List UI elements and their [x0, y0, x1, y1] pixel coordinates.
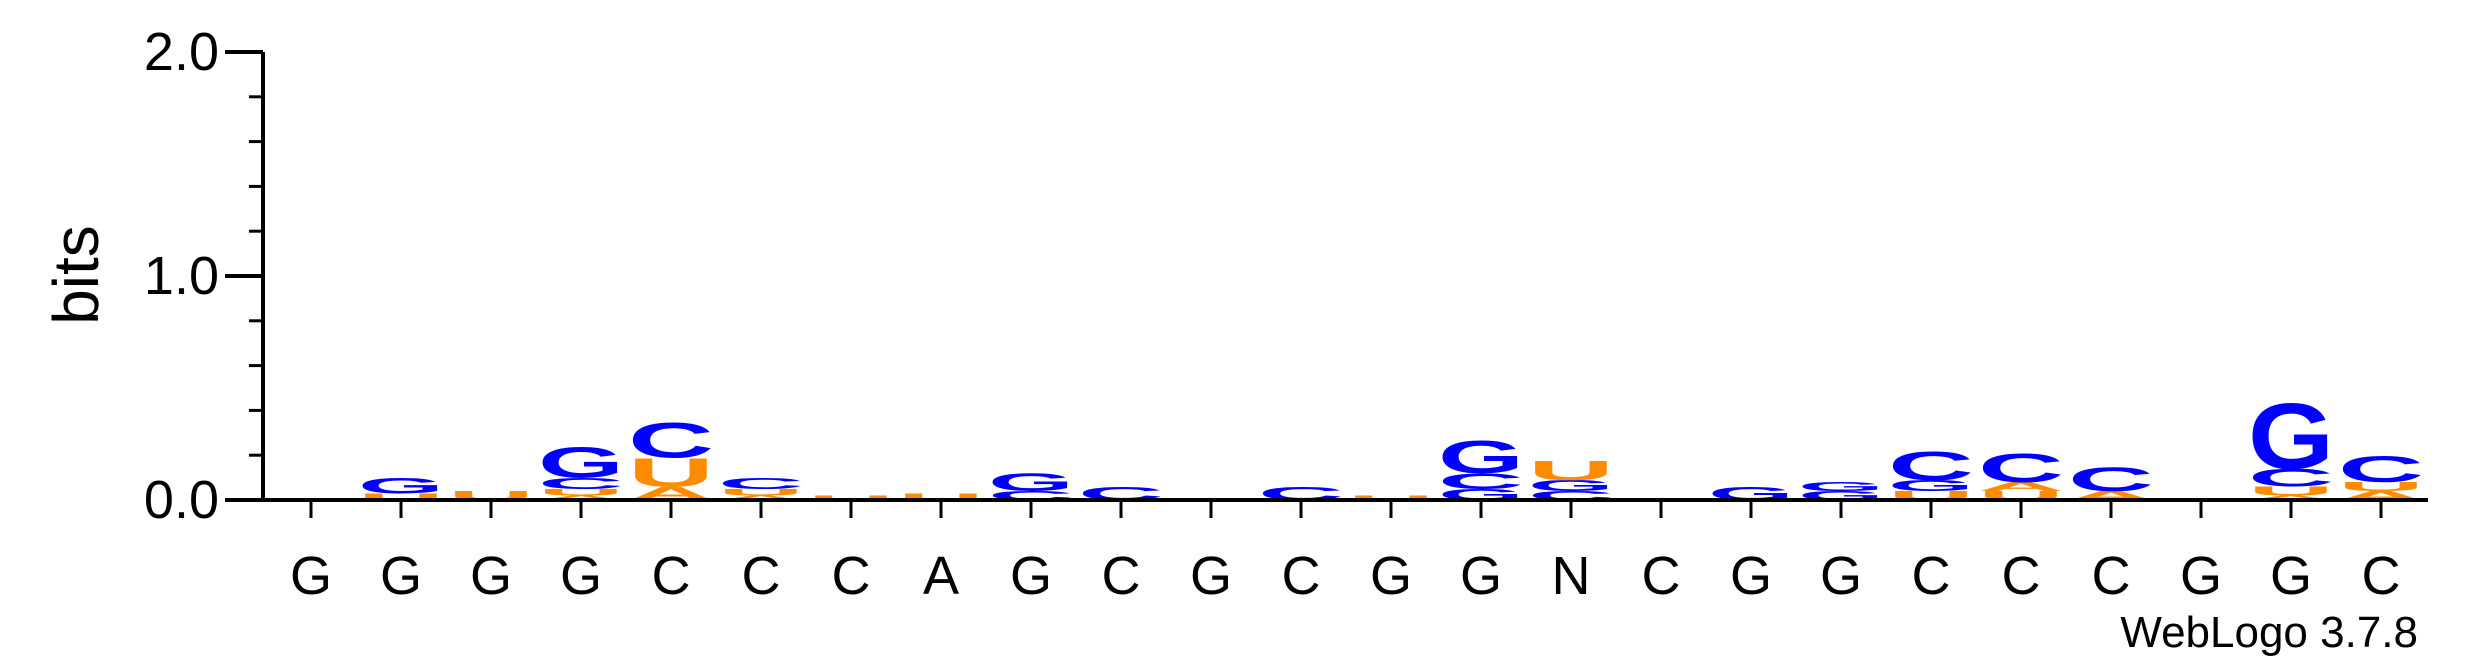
- x-tick-label: G: [1010, 546, 1052, 606]
- logo-letter-G: G: [988, 468, 1074, 496]
- logo-letter-A: A: [718, 494, 804, 501]
- x-tick-label: C: [1642, 546, 1681, 606]
- svg-text:G: G: [1528, 477, 1614, 494]
- logo-letter-A: A: [538, 494, 624, 501]
- x-tick-label: G: [560, 546, 602, 606]
- x-tick-label: G: [2180, 546, 2222, 606]
- x-tick-label: C: [1282, 546, 1321, 606]
- svg-text:U: U: [2248, 484, 2334, 498]
- x-tick-label: A: [923, 546, 959, 606]
- x-tick-label: C: [2362, 546, 2401, 606]
- svg-text:C: C: [1888, 443, 1974, 488]
- svg-text:G: G: [538, 438, 624, 487]
- logo-letter-G: G: [1798, 480, 1884, 494]
- logo-letter-C: C: [1438, 469, 1524, 493]
- svg-text:A: A: [538, 494, 624, 501]
- x-tick-label: G: [1820, 546, 1862, 606]
- svg-text:C: C: [718, 475, 804, 492]
- x-tick-label: C: [2002, 546, 2041, 606]
- svg-text:U: U: [538, 487, 624, 497]
- logo-letter-G: G: [1438, 431, 1524, 483]
- logo-letter-U: U: [718, 487, 804, 497]
- logo-letter-C: C: [2248, 464, 2334, 492]
- x-tick-label: G: [290, 546, 332, 606]
- logo-letter-C: C: [628, 413, 714, 469]
- logo-letter-G: G: [2248, 384, 2334, 489]
- x-tick-label: G: [1190, 546, 1232, 606]
- x-tick-label: C: [2092, 546, 2131, 606]
- logo-letter-U: U: [1348, 494, 1434, 501]
- svg-text:G: G: [2248, 384, 2334, 489]
- x-tick-label: G: [470, 546, 512, 606]
- logo-letter-G: G: [1528, 477, 1614, 494]
- svg-text:G: G: [1798, 480, 1884, 494]
- logo-letter-A: A: [1978, 480, 2064, 494]
- y-axis: 0.0 1.0 2.0: [144, 22, 265, 530]
- svg-text:C: C: [538, 475, 624, 492]
- y-tick-label: 0.0: [144, 470, 219, 530]
- svg-text:C: C: [628, 413, 714, 469]
- svg-text:G: G: [1438, 431, 1524, 483]
- weblogo-credit: WebLogo 3.7.8: [2120, 608, 2418, 657]
- y-tick-label: 2.0: [144, 22, 219, 82]
- svg-text:A: A: [718, 494, 804, 501]
- x-tick-label: C: [742, 546, 781, 606]
- logo-letter-A: A: [2248, 494, 2334, 501]
- logo-letter-U: U: [538, 487, 624, 497]
- x-tick-label: C: [832, 546, 871, 606]
- svg-text:U: U: [1528, 455, 1614, 486]
- logo-letter-C: C: [718, 475, 804, 492]
- logo-letter-C: C: [2338, 448, 2424, 490]
- x-tick-label: G: [2270, 546, 2312, 606]
- logo-letter-U: U: [2338, 480, 2424, 494]
- logo-letter-U: U: [628, 450, 714, 495]
- svg-text:C: C: [2338, 448, 2424, 490]
- logo-letter-G: G: [1888, 477, 1974, 494]
- svg-text:U: U: [718, 487, 804, 497]
- svg-text:C: C: [2248, 464, 2334, 492]
- x-tick-label: C: [1912, 546, 1951, 606]
- x-tick-label: G: [1370, 546, 1412, 606]
- svg-text:A: A: [1978, 480, 2064, 494]
- svg-text:C: C: [1978, 446, 2064, 491]
- svg-text:G: G: [358, 474, 444, 498]
- svg-text:C: C: [2068, 460, 2154, 498]
- logo-letter-U: U: [2248, 484, 2334, 498]
- logo-letter-C: C: [1978, 446, 2064, 491]
- x-tick-label: G: [380, 546, 422, 606]
- logo-letter-U: U: [808, 494, 894, 501]
- x-tick-label: G: [1730, 546, 1772, 606]
- x-tick-label: G: [1460, 546, 1502, 606]
- logo-letter-U: U: [898, 492, 984, 502]
- svg-text:G: G: [988, 468, 1074, 496]
- x-tick-label: C: [652, 546, 691, 606]
- svg-text:A: A: [2248, 494, 2334, 501]
- x-tick-label: C: [1102, 546, 1141, 606]
- x-tick-label: N: [1552, 546, 1591, 606]
- svg-text:U: U: [628, 450, 714, 495]
- svg-text:U: U: [898, 492, 984, 502]
- logo-letter-U: U: [1528, 455, 1614, 486]
- y-tick-label: 1.0: [144, 246, 219, 306]
- svg-text:U: U: [358, 492, 444, 502]
- svg-text:U: U: [2338, 480, 2424, 494]
- logo-letter-C: C: [2068, 460, 2154, 498]
- svg-text:U: U: [808, 494, 894, 501]
- logo-letter-U: U: [358, 492, 444, 502]
- logo-letter-G: G: [358, 474, 444, 498]
- svg-text:C: C: [1438, 469, 1524, 493]
- logo-letter-G: G: [538, 438, 624, 487]
- logo-letter-C: C: [538, 475, 624, 492]
- svg-text:G: G: [1888, 477, 1974, 494]
- svg-text:U: U: [1348, 494, 1434, 501]
- y-axis-label: bits: [40, 225, 112, 325]
- logo-letter-C: C: [1888, 443, 1974, 488]
